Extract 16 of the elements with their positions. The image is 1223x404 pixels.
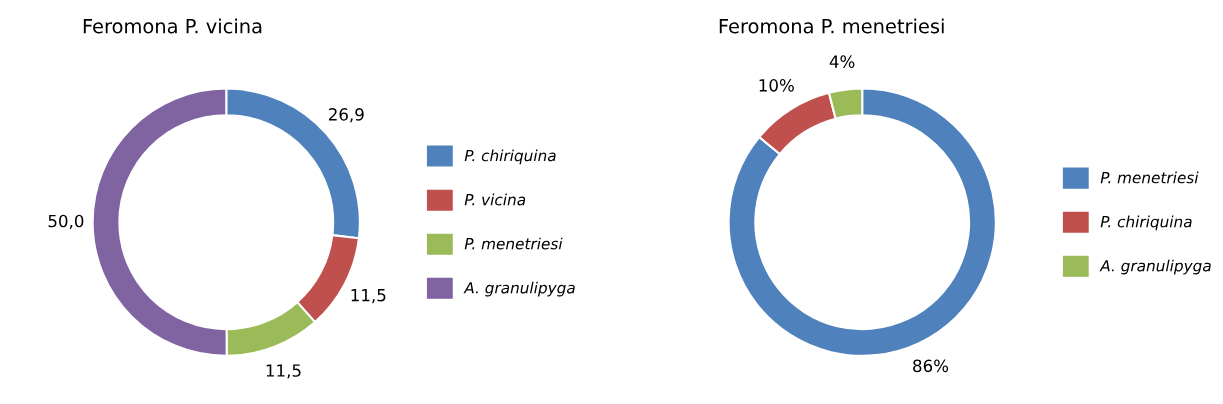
chart-title: Feromona P. vicina bbox=[83, 18, 262, 34]
legend-label: P. vicina bbox=[464, 193, 526, 206]
data-label: 50,0 bbox=[48, 214, 84, 229]
data-label: 10% bbox=[759, 79, 794, 92]
legend-label: P. chiriquina bbox=[464, 149, 556, 165]
data-label: 11,5 bbox=[266, 364, 301, 379]
legend-label: A. granulipyga bbox=[463, 281, 575, 297]
data-label: 26,9 bbox=[328, 108, 364, 123]
legend-label: P. chiriquina bbox=[1100, 215, 1192, 231]
data-label: 86% bbox=[913, 359, 949, 373]
chart-title: Feromona P. menetriesi bbox=[719, 18, 944, 34]
legend-label: A. granulipyga bbox=[1099, 259, 1211, 275]
data-label: 11,5 bbox=[351, 289, 386, 304]
legend-label: P. menetriesi bbox=[464, 237, 563, 250]
data-label: 4% bbox=[829, 55, 855, 68]
legend-label: P. menetriesi bbox=[1100, 171, 1199, 184]
